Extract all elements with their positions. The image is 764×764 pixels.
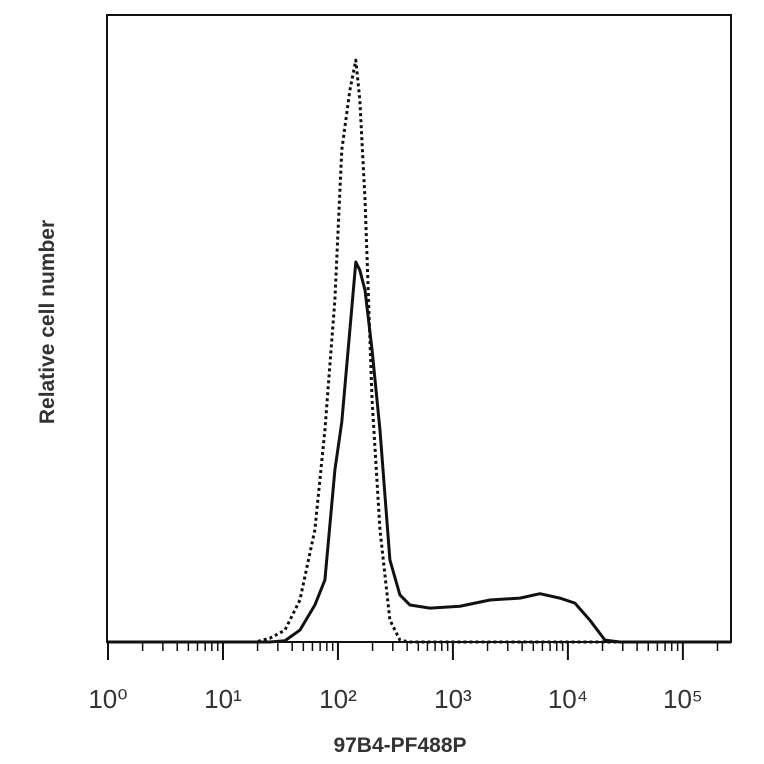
y-axis-label: Relative cell number bbox=[36, 220, 59, 424]
x-tick-label: 10⁵ bbox=[663, 684, 703, 714]
x-axis-label: 97B4-PF488P bbox=[333, 734, 466, 757]
x-tick-label: 10⁰ bbox=[88, 684, 127, 714]
series-line bbox=[108, 58, 731, 644]
x-tick-label: 10⁴ bbox=[548, 684, 588, 714]
x-tick-label: 10² bbox=[319, 684, 357, 714]
plot-frame bbox=[106, 14, 732, 643]
x-tick-label: 10¹ bbox=[204, 684, 242, 714]
x-tick-label: 10³ bbox=[434, 684, 472, 714]
series-line bbox=[108, 260, 731, 644]
